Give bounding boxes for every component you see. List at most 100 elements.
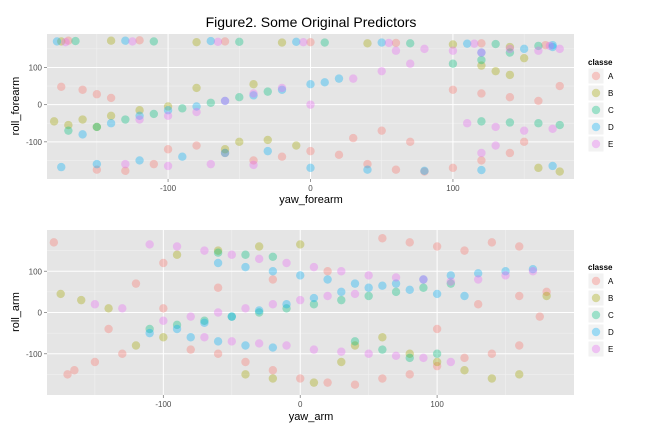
data-point-A [515,291,524,301]
data-point-C [477,117,486,126]
data-point-D [548,40,557,50]
data-point-D [377,38,386,47]
data-point-C [419,283,428,292]
data-point-A [477,89,486,98]
data-point-E [364,349,373,358]
legend-label-C: C [608,311,614,320]
data-point-E [391,273,401,282]
data-point-C [263,87,272,96]
data-point-A [306,37,315,47]
panel-2: -100 0 100 -100 0 100 yaw_arm roll_arm class… [10,230,614,423]
data-point-B [405,349,414,358]
data-point-D [405,285,414,295]
legend-swatch-C [591,105,601,115]
data-point-A [350,380,360,389]
data-point-E [159,316,168,325]
data-point-E [200,333,209,342]
data-point-D [254,306,264,315]
data-point-B [519,53,529,63]
data-point-E [419,275,428,284]
data-point-B [192,37,201,47]
data-point-A [477,39,486,48]
data-point-D [186,333,195,342]
data-point-B [49,117,59,126]
data-point-E [213,308,223,317]
data-point-D [135,111,144,120]
data-point-C [268,252,278,262]
data-point-A [220,148,230,158]
data-point-A [349,133,358,143]
data-point-E [145,240,154,249]
y-tick-label: -100 [26,138,43,147]
data-point-D [323,275,332,284]
data-point-A [249,156,258,165]
data-point-E [213,37,223,47]
x-tick-label: 0 [298,400,303,409]
data-point-E [200,246,209,255]
data-point-A [213,349,223,358]
data-point-B [241,370,250,379]
data-point-D [52,37,62,46]
points-1 [49,36,564,176]
data-point-E [545,41,554,51]
data-point-B [57,37,66,46]
data-point-C [172,320,182,330]
x-ticks-1: -100 0 100 [160,179,460,193]
data-point-A [213,283,223,292]
data-point-E [323,291,332,301]
data-point-E [462,119,472,128]
data-point-D [446,271,456,280]
data-point-E [296,295,305,305]
data-point-E [528,267,538,276]
data-point-B [56,289,65,299]
data-point-D [292,37,301,47]
data-point-E [470,39,479,48]
data-point-C [432,349,442,358]
data-point-E [534,46,543,55]
data-point-C [149,109,159,119]
data-point-E [555,44,564,54]
data-point-D [135,156,144,165]
data-point-B [432,357,442,367]
data-point-A [405,238,414,247]
data-point-D [57,162,66,172]
data-point-B [292,141,301,150]
data-point-E [337,347,346,356]
legend-swatch-E [591,344,601,354]
data-point-A [92,90,102,99]
legend-key-D [587,323,605,341]
data-point-A [149,159,159,169]
data-point-C [213,248,223,257]
data-point-B [555,167,564,176]
data-point-D [206,36,215,46]
legend-key-E [587,340,605,358]
data-point-E [384,38,394,48]
legend-key-A [587,67,605,85]
data-point-D [548,161,557,171]
data-point-A [163,145,173,154]
data-point-E [163,161,173,171]
data-point-C [406,39,415,48]
data-point-A [186,345,195,354]
data-point-D [378,281,387,290]
data-point-B [534,163,543,173]
figure-title: Figure2. Some Original Predictors [206,14,417,30]
data-point-D [519,44,529,54]
data-point-B [515,370,524,379]
data-point-B [220,145,230,154]
legend-label-A: A [608,72,614,81]
x-axis-title-2: yaw_arm [289,411,334,423]
data-point-D [178,152,187,161]
data-point-A [78,85,87,94]
data-point-A [121,166,130,176]
data-point-C [505,118,515,127]
data-point-C [241,250,250,259]
data-point-B [505,70,515,80]
data-point-D [106,119,116,128]
data-point-D [309,293,319,303]
legend-label-E: E [608,140,613,149]
data-point-C [178,104,187,113]
data-point-C [477,55,486,65]
data-point-C [555,120,564,130]
